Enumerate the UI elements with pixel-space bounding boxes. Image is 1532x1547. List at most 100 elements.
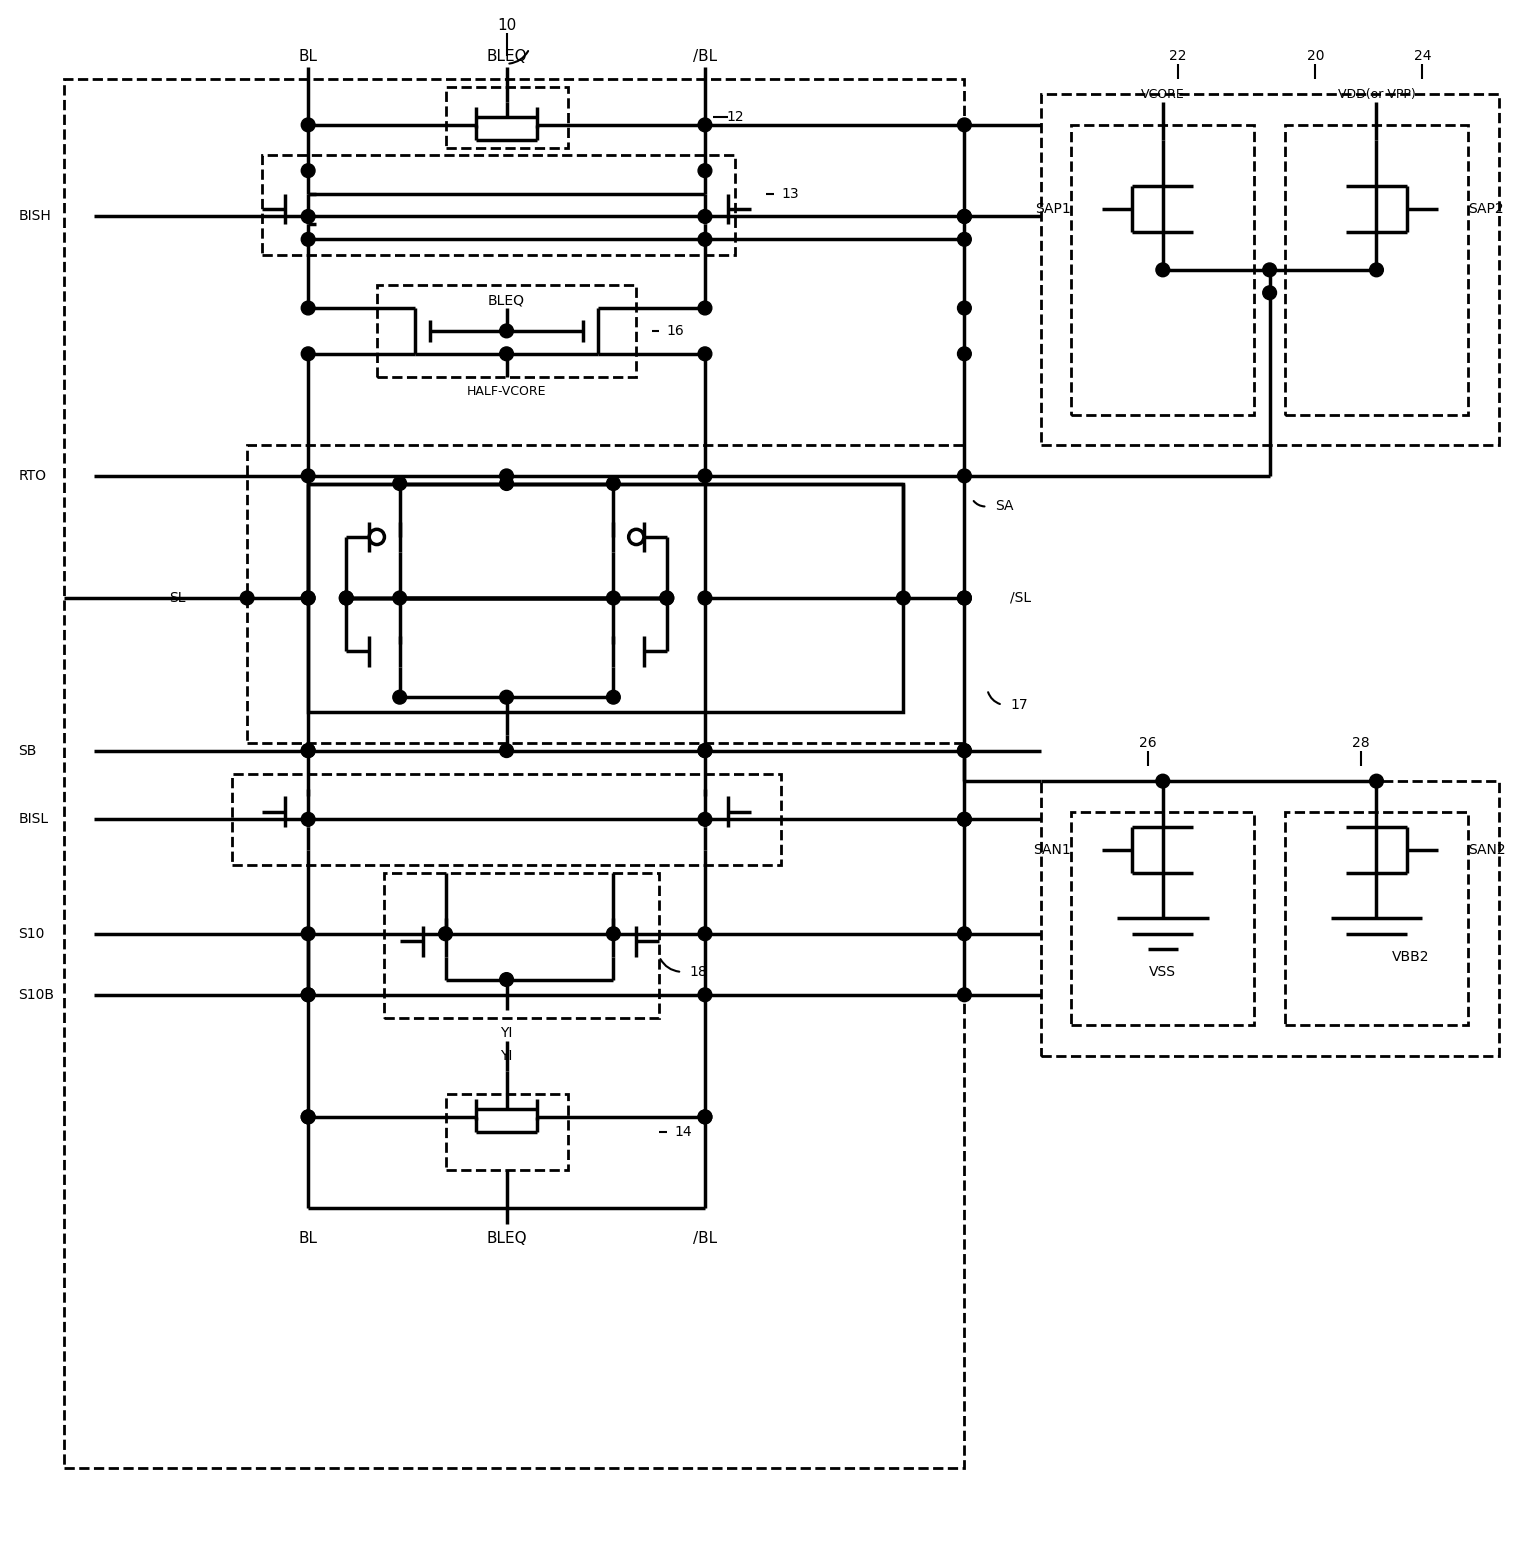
Text: 24: 24: [1414, 50, 1431, 63]
Bar: [247, 446, 965, 743]
Circle shape: [340, 591, 354, 605]
Text: BLEQ: BLEQ: [489, 294, 525, 308]
Text: SAP2: SAP2: [1468, 201, 1504, 217]
Circle shape: [699, 1111, 712, 1123]
Circle shape: [607, 591, 620, 605]
Text: 26: 26: [1138, 736, 1157, 750]
Text: /BL: /BL: [692, 1231, 717, 1247]
Circle shape: [958, 347, 971, 360]
Circle shape: [699, 744, 712, 758]
Circle shape: [302, 164, 316, 178]
Circle shape: [958, 209, 971, 223]
Bar: [64, 79, 965, 1468]
Circle shape: [499, 690, 513, 704]
Text: RTO: RTO: [18, 469, 46, 483]
Circle shape: [699, 118, 712, 131]
Bar: [262, 155, 735, 255]
Text: 20: 20: [1307, 50, 1324, 63]
Text: YI: YI: [501, 1049, 513, 1063]
Circle shape: [699, 744, 712, 758]
Text: YI: YI: [501, 1026, 513, 1040]
Circle shape: [1370, 263, 1383, 277]
Text: SB: SB: [18, 744, 37, 758]
Circle shape: [302, 989, 316, 1001]
Circle shape: [392, 690, 406, 704]
Circle shape: [499, 323, 513, 337]
Text: /SL: /SL: [1010, 591, 1031, 605]
Circle shape: [699, 591, 712, 605]
Text: BISL: BISL: [18, 812, 49, 826]
Circle shape: [302, 591, 316, 605]
Text: SAN1: SAN1: [1034, 843, 1071, 857]
Circle shape: [499, 744, 513, 758]
Circle shape: [699, 989, 712, 1001]
Text: VSS: VSS: [1149, 965, 1177, 979]
Circle shape: [302, 989, 316, 1001]
Bar: [377, 285, 636, 376]
Bar: [1285, 125, 1468, 415]
Text: BLEQ: BLEQ: [486, 1231, 527, 1247]
Text: SL: SL: [170, 591, 185, 605]
Circle shape: [302, 469, 316, 483]
Bar: [446, 87, 567, 149]
Circle shape: [607, 927, 620, 941]
Circle shape: [958, 989, 971, 1001]
Circle shape: [302, 744, 316, 758]
Bar: [1071, 812, 1255, 1026]
Bar: [231, 774, 781, 865]
Circle shape: [958, 927, 971, 941]
Circle shape: [958, 591, 971, 605]
Circle shape: [302, 744, 316, 758]
Circle shape: [958, 302, 971, 316]
Circle shape: [1157, 774, 1169, 787]
Text: 14: 14: [674, 1125, 692, 1139]
Circle shape: [302, 347, 316, 360]
Text: S10B: S10B: [18, 989, 54, 1002]
Circle shape: [607, 690, 620, 704]
Circle shape: [499, 973, 513, 987]
Circle shape: [499, 469, 513, 483]
Circle shape: [958, 744, 971, 758]
Circle shape: [241, 591, 254, 605]
Circle shape: [958, 744, 971, 758]
Bar: [308, 484, 904, 713]
Bar: [385, 873, 659, 1018]
Circle shape: [958, 232, 971, 246]
Text: HALF-VCORE: HALF-VCORE: [467, 385, 547, 399]
Circle shape: [499, 476, 513, 490]
Text: 17: 17: [1010, 698, 1028, 712]
Text: BLEQ: BLEQ: [486, 48, 527, 63]
Circle shape: [958, 209, 971, 223]
Text: 10: 10: [496, 19, 516, 32]
Circle shape: [392, 476, 406, 490]
Text: 18: 18: [689, 965, 708, 979]
Bar: [1071, 125, 1255, 415]
Circle shape: [302, 118, 316, 131]
Text: BL: BL: [299, 48, 317, 63]
Circle shape: [302, 591, 316, 605]
Circle shape: [699, 164, 712, 178]
Circle shape: [302, 1111, 316, 1123]
Circle shape: [302, 302, 316, 316]
Circle shape: [340, 591, 354, 605]
Text: 13: 13: [781, 187, 798, 201]
Text: /BL: /BL: [692, 48, 717, 63]
Circle shape: [699, 347, 712, 360]
Text: SA: SA: [994, 500, 1014, 514]
Circle shape: [302, 927, 316, 941]
Circle shape: [302, 812, 316, 826]
Text: BL: BL: [299, 1231, 317, 1247]
Bar: [446, 1094, 567, 1171]
Circle shape: [699, 469, 712, 483]
Circle shape: [660, 591, 674, 605]
Circle shape: [958, 469, 971, 483]
Text: BISH: BISH: [18, 209, 51, 223]
Bar: [1040, 781, 1498, 1057]
Circle shape: [958, 118, 971, 131]
Circle shape: [499, 347, 513, 360]
Circle shape: [607, 476, 620, 490]
Circle shape: [392, 591, 406, 605]
Text: VBB2: VBB2: [1391, 950, 1429, 964]
Circle shape: [302, 209, 316, 223]
Text: VCORE: VCORE: [1141, 88, 1184, 101]
